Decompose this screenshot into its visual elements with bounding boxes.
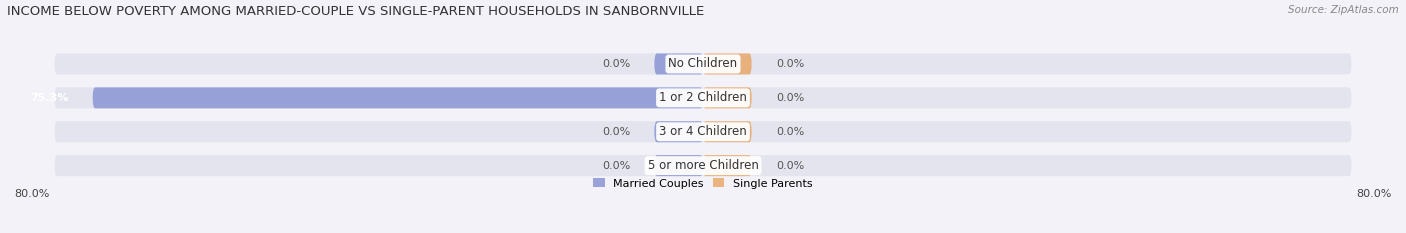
Text: 80.0%: 80.0% [14,189,49,199]
Text: 3 or 4 Children: 3 or 4 Children [659,125,747,138]
Text: 0.0%: 0.0% [776,59,804,69]
FancyBboxPatch shape [703,87,752,108]
Text: 0.0%: 0.0% [602,161,630,171]
Text: No Children: No Children [668,58,738,70]
FancyBboxPatch shape [55,121,1351,142]
FancyBboxPatch shape [654,121,703,142]
FancyBboxPatch shape [703,53,752,75]
FancyBboxPatch shape [654,155,703,176]
Text: 0.0%: 0.0% [602,59,630,69]
Text: Source: ZipAtlas.com: Source: ZipAtlas.com [1288,5,1399,15]
Text: 75.3%: 75.3% [30,93,69,103]
Text: 5 or more Children: 5 or more Children [648,159,758,172]
Text: 0.0%: 0.0% [776,93,804,103]
FancyBboxPatch shape [55,87,1351,108]
FancyBboxPatch shape [55,155,1351,176]
Legend: Married Couples, Single Parents: Married Couples, Single Parents [589,174,817,193]
Text: INCOME BELOW POVERTY AMONG MARRIED-COUPLE VS SINGLE-PARENT HOUSEHOLDS IN SANBORN: INCOME BELOW POVERTY AMONG MARRIED-COUPL… [7,5,704,18]
Text: 0.0%: 0.0% [776,161,804,171]
Text: 1 or 2 Children: 1 or 2 Children [659,91,747,104]
Text: 0.0%: 0.0% [602,127,630,137]
FancyBboxPatch shape [703,121,752,142]
Text: 80.0%: 80.0% [1357,189,1392,199]
FancyBboxPatch shape [93,87,703,108]
FancyBboxPatch shape [703,155,752,176]
Text: 0.0%: 0.0% [776,127,804,137]
FancyBboxPatch shape [654,53,703,75]
FancyBboxPatch shape [55,53,1351,75]
